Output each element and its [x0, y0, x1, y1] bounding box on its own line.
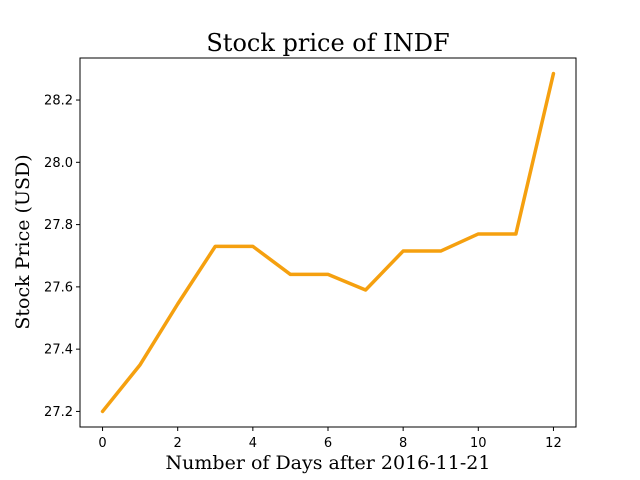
- y-tick-label: 28.2: [44, 94, 73, 109]
- y-tick-label: 27.8: [44, 218, 73, 233]
- x-tick-label: 6: [324, 436, 332, 451]
- x-tick-label: 2: [174, 436, 182, 451]
- y-axis: 27.2 27.4 27.6 27.8 28.0 28.2: [44, 94, 80, 420]
- x-tick-label: 8: [399, 436, 407, 451]
- x-tick-label: 12: [545, 436, 562, 451]
- y-tick-label: 27.4: [44, 343, 73, 358]
- axes-frame: [79, 57, 577, 428]
- price-series-line: [100, 71, 556, 414]
- x-tick-label: 4: [249, 436, 257, 451]
- y-tick-label: 28.0: [44, 156, 73, 171]
- y-tick-label: 27.2: [44, 405, 73, 420]
- plot-area: [100, 71, 556, 414]
- chart-title: Stock price of INDF: [206, 29, 449, 57]
- y-axis-label: Stock Price (USD): [12, 154, 34, 329]
- x-tick-label: 10: [470, 436, 487, 451]
- x-axis: 0 2 4 6 8 10 12: [98, 427, 562, 451]
- x-tick-label: 0: [98, 436, 106, 451]
- y-tick-label: 27.6: [44, 280, 73, 295]
- x-axis-label: Number of Days after 2016-11-21: [166, 452, 491, 474]
